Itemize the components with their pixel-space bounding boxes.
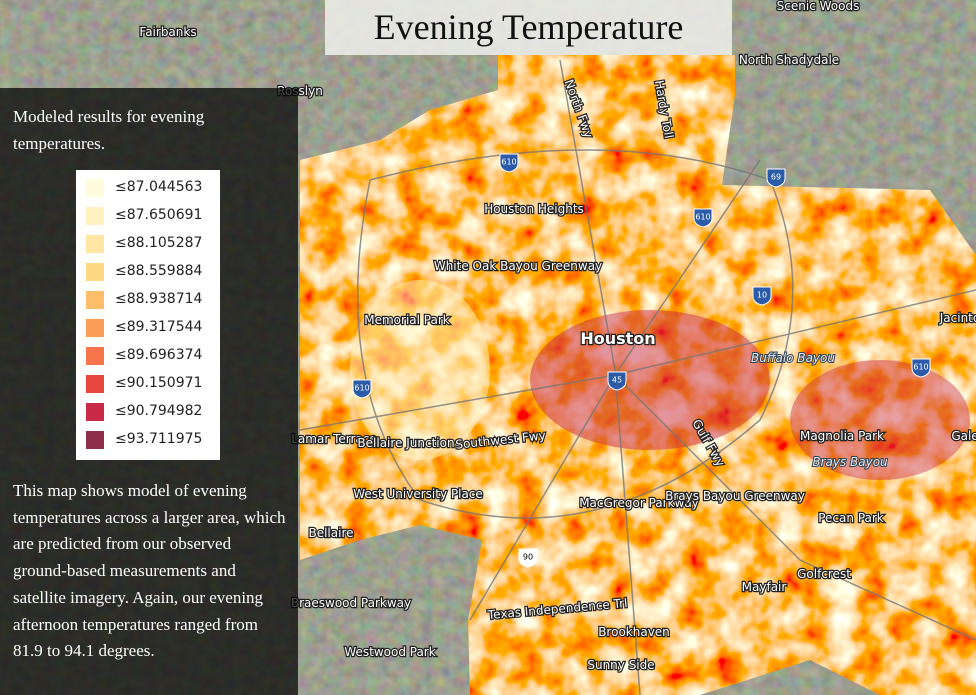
highway-shield bbox=[607, 371, 627, 391]
map-label: Fairbanks bbox=[139, 25, 196, 39]
legend-label: ≤89.317544 bbox=[115, 319, 203, 335]
map-label: 610 bbox=[501, 158, 516, 167]
legend-label: ≤88.938714 bbox=[115, 291, 203, 307]
legend-swatch bbox=[86, 403, 104, 421]
map-label: Golfcrest bbox=[797, 567, 851, 581]
map-label: Scenic Woods bbox=[777, 0, 860, 13]
highway-shield bbox=[499, 153, 519, 173]
legend-label: ≤93.711975 bbox=[115, 431, 203, 447]
map-label: MacGregor Parkway bbox=[579, 496, 699, 510]
map-label: Brookhaven bbox=[598, 625, 670, 639]
map-label: Brays Bayou bbox=[812, 455, 888, 469]
legend-label: ≤90.794982 bbox=[115, 403, 203, 419]
map-label: 90 bbox=[523, 553, 533, 562]
highway-shield bbox=[693, 208, 713, 228]
info-panel: Modeled results for evening temperatures… bbox=[0, 88, 298, 695]
map-label: White Oak Bayou Greenway bbox=[434, 259, 602, 273]
map-label: 610 bbox=[354, 384, 369, 393]
map-label: Memorial Park bbox=[364, 313, 450, 327]
map-label: Houston bbox=[580, 329, 655, 348]
map-label: North Shadydale bbox=[739, 53, 839, 67]
map-label: Brays Bayou Greenway bbox=[665, 489, 805, 503]
highway-shield bbox=[766, 168, 786, 188]
map-label: Magnolia Park bbox=[800, 429, 884, 443]
legend-swatch bbox=[86, 375, 104, 393]
map-label: Bellaire Junction bbox=[357, 436, 454, 450]
map-label: Houston Heights bbox=[484, 202, 584, 216]
intro-text: Modeled results for evening temperatures… bbox=[13, 107, 205, 153]
legend-swatch bbox=[86, 319, 104, 337]
map-label: Mayfair bbox=[742, 580, 787, 594]
legend-label: ≤88.105287 bbox=[115, 235, 203, 251]
legend-swatch bbox=[86, 291, 104, 309]
map-label: 69 bbox=[771, 173, 781, 182]
legend: ≤87.044563 ≤87.650691 ≤88.105287 ≤88.559884… bbox=[76, 170, 220, 460]
map-title: Evening Temperature bbox=[325, 0, 732, 55]
map-label: West University Place bbox=[353, 487, 483, 501]
map-label: Bellaire bbox=[308, 526, 353, 540]
description: This map shows model of evening temperat… bbox=[13, 481, 286, 661]
map-label: Braeswood Parkway bbox=[291, 596, 411, 610]
map-label: Lamar Terrace bbox=[291, 432, 377, 446]
legend-swatch bbox=[86, 235, 104, 253]
map-label: 45 bbox=[612, 376, 622, 385]
legend-swatch bbox=[86, 179, 104, 197]
highway-shield bbox=[518, 548, 538, 568]
legend-label: ≤90.150971 bbox=[115, 375, 203, 391]
highway-shield bbox=[352, 379, 372, 399]
map-label: Pecan Park bbox=[818, 511, 884, 525]
map-label: Westwood Park bbox=[344, 645, 435, 659]
highway-shield bbox=[911, 358, 931, 378]
legend-label: ≤88.559884 bbox=[115, 263, 203, 279]
legend-label: ≤87.044563 bbox=[115, 179, 203, 195]
map-label: Buffalo Bayou bbox=[751, 351, 835, 365]
map-label: Gale bbox=[951, 429, 976, 443]
highway-shield bbox=[752, 286, 772, 306]
legend-label: ≤87.650691 bbox=[115, 207, 203, 223]
legend-swatch bbox=[86, 431, 104, 449]
map-label: 10 bbox=[757, 291, 767, 300]
map-label: 610 bbox=[913, 363, 928, 372]
map-label: 610 bbox=[695, 213, 710, 222]
legend-swatch bbox=[86, 207, 104, 225]
legend-swatch bbox=[86, 263, 104, 281]
legend-label: ≤89.696374 bbox=[115, 347, 203, 363]
map-label: Sunny Side bbox=[587, 658, 654, 672]
legend-swatch bbox=[86, 347, 104, 365]
map-label: Jacinto bbox=[939, 311, 976, 325]
